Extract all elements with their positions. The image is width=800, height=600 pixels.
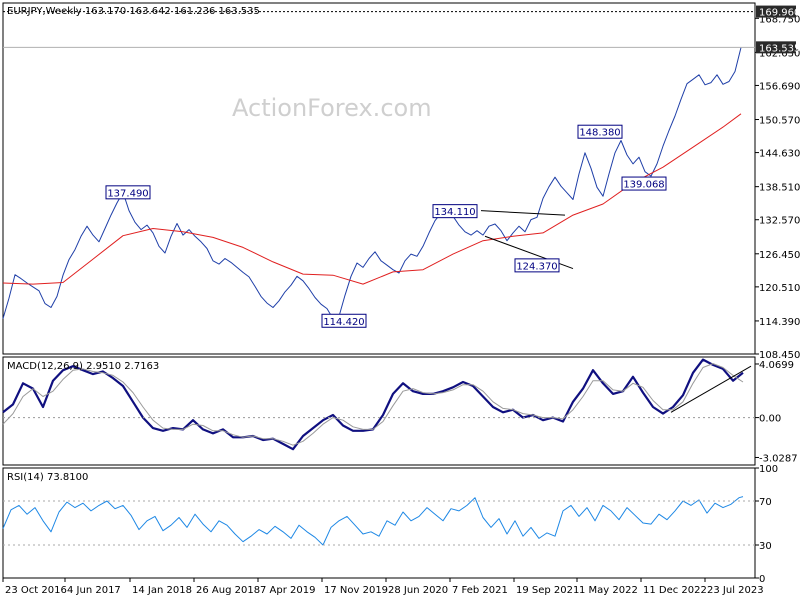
macd-panel: 4.0699 0.00 -3.0287 MACD(12,26,9) 2.9510 2… [2, 356, 798, 466]
price-annotation: 148.380 [577, 124, 623, 139]
y-tick-label: -3.0287 [759, 453, 798, 464]
y-tick-label: 4.0699 [759, 360, 794, 371]
macd-title: MACD(12,26,9) 2.9510 2.7163 [7, 361, 159, 372]
x-tick-label: 23 Oct 2016 [5, 585, 67, 596]
y-tick-label: 108.450 [759, 350, 800, 361]
x-tick-label: 7 Apr 2019 [260, 585, 315, 596]
y-tick-label: 168.750 [759, 14, 800, 25]
annotation-label: 137.490 [107, 188, 148, 199]
x-axis: 23 Oct 2016 4 Jun 2017 14 Jan 2018 26 Aug 2… [2, 578, 764, 596]
x-tick-label: 11 Dec 2022 [643, 585, 707, 596]
x-tick-label: 17 Nov 2019 [324, 585, 388, 596]
level-label: 169.960 [759, 8, 800, 19]
annotation-label: 114.420 [323, 317, 364, 328]
annotation-label: 124.370 [516, 261, 557, 272]
annotation-label: 139.068 [623, 180, 664, 191]
y-tick-label: 100 [759, 464, 778, 475]
x-tick-label: 23 Jul 2023 [707, 585, 764, 596]
price-series-0-line [2, 47, 742, 320]
watermark: ActionForex.com [232, 94, 432, 122]
price-annotation: 124.370 [514, 258, 560, 273]
price-panel: 168.750 162.630 156.690 150.570 144.630 138.5… [2, 2, 800, 361]
x-tick-label: 19 Sep 2021 [516, 585, 579, 596]
macd-trendline [670, 365, 752, 413]
y-tick-label: 126.450 [759, 250, 800, 261]
macd-series-1-line [2, 363, 744, 446]
y-tick-label: 114.390 [759, 317, 800, 328]
rsi-series-0-line [2, 496, 744, 546]
y-tick-label: 138.510 [759, 183, 800, 194]
last-price-box [756, 41, 796, 54]
annotation-label: 134.110 [434, 207, 475, 218]
y-tick-label: 120.510 [759, 283, 800, 294]
x-tick-label: 26 Aug 2018 [196, 585, 260, 596]
x-tick-label: 7 Feb 2021 [452, 585, 508, 596]
y-tick-label: 150.570 [759, 116, 800, 127]
y-tick-label: 0.00 [759, 414, 781, 425]
price-annotation: 134.110 [432, 204, 478, 219]
x-tick-label: 14 Jan 2018 [132, 585, 192, 596]
price-annotation: 137.490 [105, 185, 151, 200]
y-tick-label: 132.570 [759, 216, 800, 227]
level-label-box [756, 5, 796, 18]
y-tick-label: 0 [759, 574, 765, 585]
x-tick-label: 1 May 2022 [579, 585, 638, 596]
price-annotation: 139.068 [621, 176, 667, 191]
annotation-label: 148.380 [579, 128, 620, 139]
x-tick-label: 28 Jun 2020 [388, 585, 448, 596]
last-price-label: 163.535 [759, 43, 800, 54]
upper-trendline [480, 210, 566, 216]
rsi-panel: 100 70 30 0 RSI(14) 73.8100 [2, 464, 778, 585]
y-tick-label: 30 [759, 541, 772, 552]
price-title: EURJPY,Weekly 163.170 163.642 161.236 16… [7, 6, 260, 17]
y-tick-label: 144.630 [759, 149, 800, 160]
y-tick-label: 156.690 [759, 81, 800, 92]
price-annotation: 114.420 [321, 313, 367, 328]
rsi-title: RSI(14) 73.8100 [7, 472, 88, 483]
y-tick-label: 162.630 [759, 48, 800, 59]
x-tick-label: 4 Jun 2017 [67, 585, 121, 596]
y-tick-label: 70 [759, 497, 772, 508]
